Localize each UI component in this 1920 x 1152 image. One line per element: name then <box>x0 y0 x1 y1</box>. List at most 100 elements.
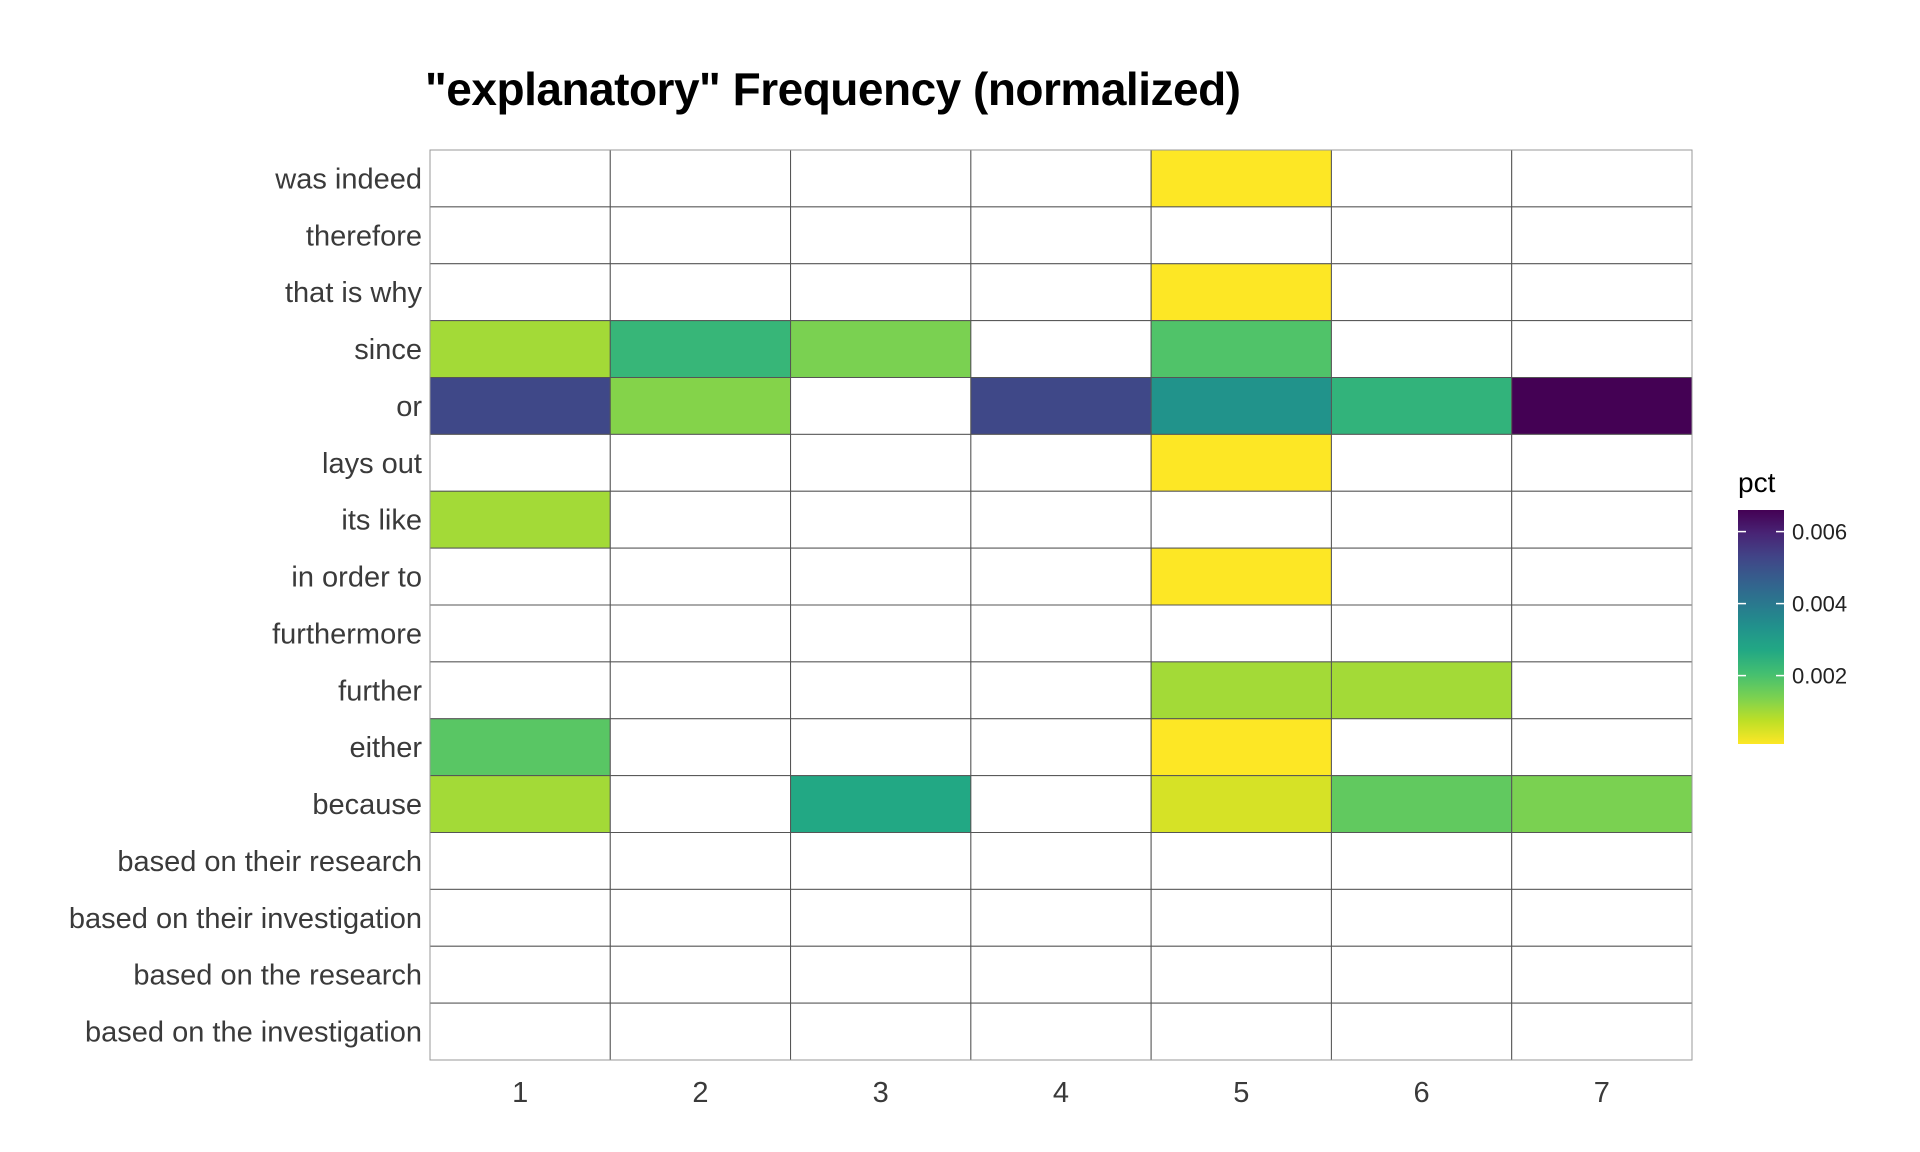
heatmap-cell <box>1330 490 1513 549</box>
heatmap-cell <box>970 832 1152 890</box>
y-tick-label: was indeed <box>274 163 422 195</box>
heatmap-cell <box>1330 661 1513 720</box>
legend-tick-label: 0.006 <box>1792 520 1847 545</box>
y-tick-label: its like <box>341 505 422 537</box>
heatmap-cell <box>1330 377 1513 435</box>
x-tick-label: 6 <box>1414 1077 1430 1109</box>
heatmap-cell <box>1330 320 1513 378</box>
heatmap-cell <box>790 604 972 663</box>
heatmap-cell <box>1150 149 1332 208</box>
heatmap-cell <box>1150 320 1332 378</box>
heatmap-cell <box>790 206 972 265</box>
heatmap-cell <box>1511 888 1693 947</box>
heatmap-cell <box>970 888 1152 947</box>
y-tick-label: because <box>312 789 422 821</box>
heatmap-cell <box>429 433 611 492</box>
heatmap-cell <box>1150 604 1332 663</box>
y-tick-label: based on their research <box>117 846 422 878</box>
heatmap-cell <box>1330 433 1513 492</box>
legend-tick-label: 0.002 <box>1792 664 1847 689</box>
x-tick-label: 7 <box>1594 1077 1610 1109</box>
heatmap-cell <box>970 263 1152 322</box>
heatmap-cell <box>790 775 972 833</box>
heatmap-cell <box>1511 718 1693 777</box>
heatmap-cell <box>609 490 792 549</box>
legend-tick-label: 0.004 <box>1792 592 1847 617</box>
heatmap-cell <box>429 149 611 208</box>
heatmap-cell <box>1150 490 1332 549</box>
heatmap-cell <box>790 832 972 890</box>
y-tick-label: either <box>349 732 422 764</box>
heatmap-cell <box>1150 433 1332 492</box>
heatmap-cell <box>609 661 792 720</box>
heatmap-cell <box>970 718 1152 777</box>
heatmap-cell <box>609 206 792 265</box>
heatmap-cell <box>1511 547 1693 606</box>
plot-border <box>429 149 1693 1061</box>
heatmap-cell <box>1330 1002 1513 1061</box>
y-tick-label: that is why <box>285 277 422 309</box>
heatmap-cell <box>970 547 1152 606</box>
y-tick-label: further <box>338 675 422 707</box>
x-tick-label: 4 <box>1053 1077 1069 1109</box>
heatmap-cell <box>970 377 1152 435</box>
y-tick-label: based on the research <box>133 960 422 992</box>
x-tick-label: 3 <box>873 1077 889 1109</box>
legend-colorbar <box>1738 510 1784 744</box>
heatmap-cell <box>970 945 1152 1004</box>
heatmap-cell <box>1150 263 1332 322</box>
heatmap-cell <box>429 206 611 265</box>
heatmap-cell <box>609 832 792 890</box>
heatmap-cell <box>1511 775 1693 833</box>
y-tick-label: furthermore <box>272 618 422 650</box>
heatmap-cell <box>790 547 972 606</box>
heatmap-cell <box>1330 604 1513 663</box>
heatmap-cell <box>1150 832 1332 890</box>
heatmap-cell <box>790 945 972 1004</box>
heatmap-cell <box>609 263 792 322</box>
heatmap-cell <box>970 149 1152 208</box>
heatmap-cell <box>609 888 792 947</box>
heatmap-cell <box>609 718 792 777</box>
heatmap-cell <box>429 490 611 549</box>
heatmap-cell <box>1511 377 1693 435</box>
heatmap-cell <box>609 547 792 606</box>
heatmap-cell <box>429 832 611 890</box>
chart-title: "explanatory" Frequency (normalized) <box>425 63 1241 115</box>
y-tick-label: therefore <box>306 220 422 252</box>
heatmap-cell <box>970 433 1152 492</box>
heatmap-cell <box>609 320 792 378</box>
heatmap-cell <box>1150 377 1332 435</box>
heatmap-cell <box>429 945 611 1004</box>
y-tick-label: in order to <box>291 562 422 594</box>
heatmap-cell <box>1150 206 1332 265</box>
heatmap-cell <box>970 206 1152 265</box>
y-tick-label: since <box>354 334 422 366</box>
heatmap-cell <box>429 604 611 663</box>
heatmap-cell <box>429 263 611 322</box>
heatmap-cell <box>970 661 1152 720</box>
heatmap-cell <box>1511 433 1693 492</box>
heatmap-cell <box>1511 320 1693 378</box>
heatmap-cell <box>790 263 972 322</box>
heatmap-cell <box>429 775 611 833</box>
heatmap-cell <box>609 377 792 435</box>
heatmap-cell <box>970 320 1152 378</box>
heatmap-cell <box>1150 547 1332 606</box>
y-tick-label: based on their investigation <box>69 903 422 935</box>
heatmap-cell <box>429 661 611 720</box>
heatmap-cell <box>1511 1002 1693 1061</box>
heatmap-cell <box>1150 775 1332 833</box>
heatmap-cell <box>790 490 972 549</box>
heatmap-cell <box>1150 888 1332 947</box>
heatmap-cell <box>429 320 611 378</box>
heatmap-cell <box>1330 149 1513 208</box>
heatmap-cell <box>1511 945 1693 1004</box>
heatmap-cell <box>1150 718 1332 777</box>
heatmap-cell <box>429 547 611 606</box>
heatmap-cell <box>790 433 972 492</box>
heatmap-cell <box>790 718 972 777</box>
x-tick-label: 1 <box>512 1077 528 1109</box>
heatmap-cell <box>790 149 972 208</box>
